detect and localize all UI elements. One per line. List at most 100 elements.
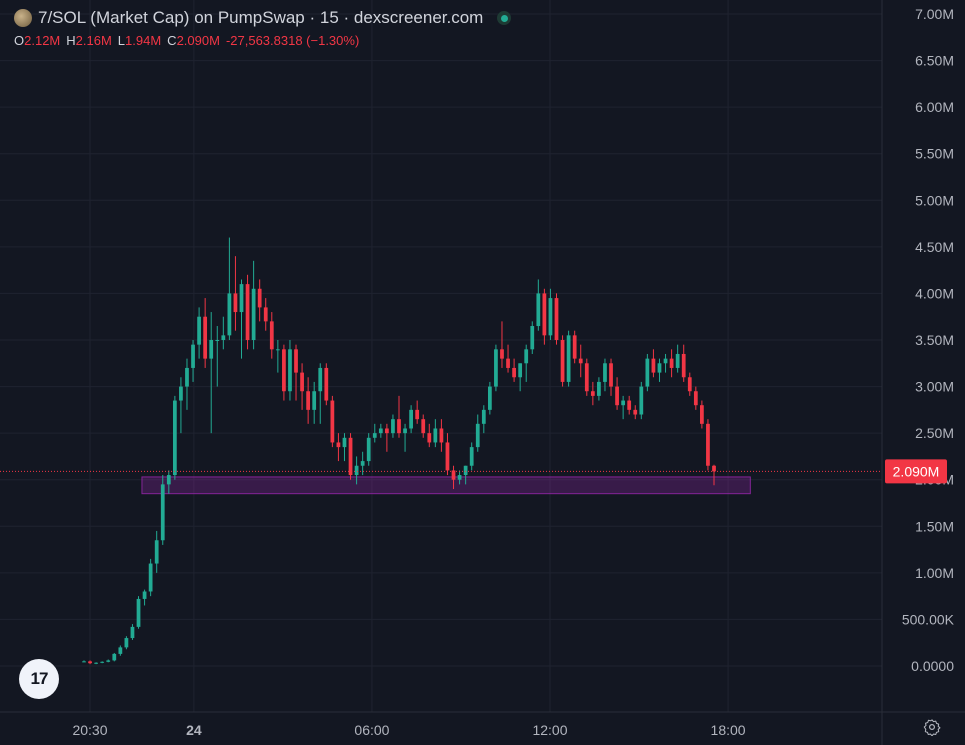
candle-body[interactable]	[687, 377, 692, 392]
candle-body[interactable]	[112, 653, 117, 661]
candle-body[interactable]	[378, 428, 383, 434]
candle-body[interactable]	[597, 381, 601, 396]
candle-body[interactable]	[427, 433, 432, 443]
candle-body[interactable]	[154, 540, 159, 564]
candle-body[interactable]	[360, 461, 365, 466]
candle-body[interactable]	[269, 321, 274, 350]
candle-body[interactable]	[500, 349, 504, 359]
candle-body[interactable]	[536, 293, 541, 327]
candle-body[interactable]	[336, 442, 341, 448]
candle-body[interactable]	[372, 433, 377, 438]
candle-body[interactable]	[288, 349, 292, 392]
candle-body[interactable]	[294, 349, 298, 373]
candle-body[interactable]	[185, 367, 189, 387]
candle-body[interactable]	[342, 437, 347, 448]
candle-body[interactable]	[251, 288, 256, 340]
candle-body[interactable]	[451, 470, 456, 480]
candle-body[interactable]	[457, 475, 462, 480]
candle-body[interactable]	[197, 316, 201, 345]
candle-body[interactable]	[88, 661, 92, 664]
candle-body[interactable]	[669, 358, 674, 368]
candle-body[interactable]	[512, 367, 516, 378]
candle-body[interactable]	[578, 358, 583, 364]
candle-body[interactable]	[403, 428, 407, 434]
candle-body[interactable]	[282, 349, 286, 392]
candle-body[interactable]	[348, 437, 353, 476]
candle-body[interactable]	[324, 367, 329, 401]
candle-body[interactable]	[548, 298, 553, 336]
candle-body[interactable]	[487, 386, 492, 410]
candle-body[interactable]	[160, 484, 165, 541]
candle-body[interactable]	[706, 423, 710, 466]
candle-body[interactable]	[397, 419, 401, 434]
candle-body[interactable]	[221, 335, 226, 340]
candle-body[interactable]	[560, 340, 565, 382]
candle-body[interactable]	[409, 409, 413, 429]
candle-body[interactable]	[542, 293, 547, 336]
candle-body[interactable]	[318, 367, 323, 392]
candle-body[interactable]	[263, 307, 268, 322]
candle-body[interactable]	[675, 353, 680, 368]
candle-body[interactable]	[354, 465, 359, 476]
candle-body[interactable]	[245, 284, 250, 340]
candle-body[interactable]	[481, 409, 486, 424]
candle-body[interactable]	[94, 662, 98, 664]
candle-body[interactable]	[530, 326, 535, 350]
candle-body[interactable]	[312, 391, 317, 410]
tradingview-logo[interactable]: 17	[19, 659, 59, 699]
candle-body[interactable]	[166, 475, 171, 485]
candle-body[interactable]	[330, 400, 335, 443]
candle-body[interactable]	[475, 423, 480, 448]
candle-body[interactable]	[639, 386, 644, 415]
candle-body[interactable]	[82, 661, 86, 663]
candle-body[interactable]	[306, 391, 311, 410]
candle-body[interactable]	[215, 340, 220, 341]
candle-body[interactable]	[191, 344, 195, 368]
status-dot-icon[interactable]	[497, 11, 512, 25]
candle-body[interactable]	[693, 391, 698, 406]
candle-body[interactable]	[172, 400, 177, 476]
candle-body[interactable]	[609, 363, 613, 387]
candle-body[interactable]	[391, 419, 395, 434]
candle-body[interactable]	[106, 660, 111, 662]
candle-body[interactable]	[572, 335, 577, 359]
candle-body[interactable]	[118, 647, 123, 654]
candle-body[interactable]	[136, 598, 141, 627]
candle-body[interactable]	[603, 363, 607, 382]
candle-body[interactable]	[445, 442, 450, 471]
candle-body[interactable]	[385, 428, 389, 434]
candle-body[interactable]	[257, 288, 262, 308]
settings-gear-icon[interactable]	[923, 718, 941, 736]
candle-body[interactable]	[494, 349, 498, 387]
candle-body[interactable]	[100, 661, 105, 663]
candle-body[interactable]	[233, 293, 238, 313]
candle-body[interactable]	[657, 363, 662, 373]
candle-body[interactable]	[421, 419, 426, 434]
candle-body[interactable]	[651, 358, 656, 373]
candle-body[interactable]	[142, 591, 147, 599]
candle-body[interactable]	[239, 284, 244, 313]
candle-body[interactable]	[621, 400, 626, 406]
candle-body[interactable]	[179, 386, 183, 401]
candle-body[interactable]	[203, 316, 208, 359]
candle-body[interactable]	[506, 358, 510, 368]
candle-body[interactable]	[584, 363, 589, 392]
candle-body[interactable]	[700, 405, 704, 424]
candle-body[interactable]	[469, 447, 474, 466]
candle-body[interactable]	[209, 340, 214, 359]
candle-body[interactable]	[275, 349, 280, 351]
candle-body[interactable]	[712, 465, 716, 472]
candle-body[interactable]	[124, 638, 129, 648]
candle-body[interactable]	[645, 358, 650, 387]
candle-body[interactable]	[663, 358, 668, 364]
candle-body[interactable]	[439, 428, 444, 443]
candle-body[interactable]	[463, 465, 468, 476]
candle-body[interactable]	[633, 409, 638, 415]
candle-body[interactable]	[366, 437, 371, 462]
candle-body[interactable]	[415, 409, 420, 420]
candle-body[interactable]	[590, 391, 595, 396]
candle-body[interactable]	[433, 428, 438, 443]
candle-body[interactable]	[524, 349, 529, 364]
candle-body[interactable]	[227, 293, 232, 336]
